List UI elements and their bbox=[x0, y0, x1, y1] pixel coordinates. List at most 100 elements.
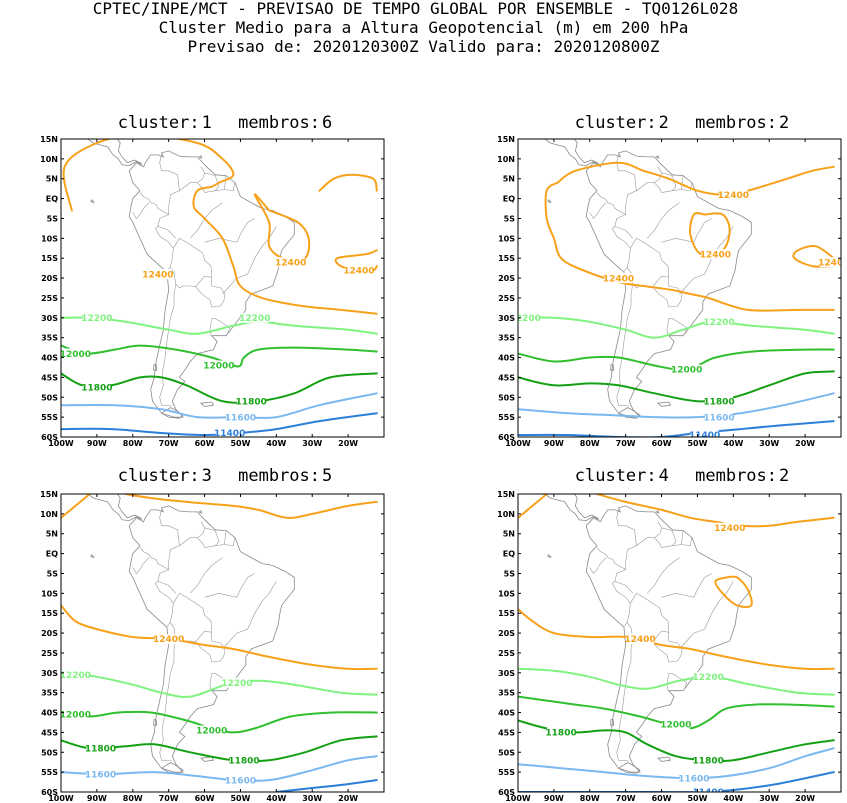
contour-label-bg bbox=[679, 773, 708, 784]
contour-label-bg bbox=[86, 743, 115, 754]
contour-label: 12000 bbox=[671, 366, 702, 376]
contour-label: 11600 bbox=[225, 413, 256, 423]
lat-label: 15N bbox=[40, 490, 58, 499]
lat-label: 20S bbox=[41, 629, 58, 638]
country-border bbox=[596, 509, 637, 571]
lon-label: 70W bbox=[159, 439, 179, 448]
country-border bbox=[159, 638, 177, 762]
country-border bbox=[204, 218, 255, 243]
lon-label: 100W bbox=[48, 794, 74, 803]
coastline-galapagos bbox=[90, 554, 95, 559]
country-border bbox=[211, 318, 231, 333]
lat-label: 40S bbox=[498, 354, 515, 363]
contour-12200 bbox=[518, 667, 835, 696]
country-border bbox=[612, 569, 631, 627]
contour-label-bg bbox=[704, 412, 733, 423]
contour-label: 12400 bbox=[603, 274, 634, 284]
lon-label: 40W bbox=[723, 794, 743, 803]
lon-label: 60W bbox=[652, 439, 672, 448]
lon-label: 80W bbox=[580, 439, 600, 448]
country-border bbox=[195, 277, 226, 308]
lat-label: 25S bbox=[41, 294, 58, 303]
country-border bbox=[681, 182, 692, 192]
lon-label: 60W bbox=[195, 794, 215, 803]
lon-label: 20W bbox=[338, 439, 358, 448]
lon-label: 40W bbox=[266, 794, 286, 803]
country-border bbox=[132, 557, 150, 575]
contour-label-bg bbox=[61, 669, 90, 680]
lat-label: 10N bbox=[497, 510, 515, 519]
cluster-number: 1 bbox=[201, 113, 212, 133]
lat-label: 55S bbox=[498, 413, 515, 422]
lat-label: 50S bbox=[41, 748, 58, 757]
country-border bbox=[195, 632, 226, 663]
header-line-1: CPTEC/INPE/MCT - PREVISAO DE TEMPO GLOBA… bbox=[92, 0, 739, 18]
lon-label: 30W bbox=[302, 794, 322, 803]
contour-label: 11600 bbox=[225, 776, 256, 786]
contour-label: 12200 bbox=[239, 314, 270, 324]
lat-label: 5N bbox=[46, 530, 58, 539]
coastline-south-america bbox=[128, 505, 295, 773]
contour-12400c bbox=[318, 173, 378, 192]
lat-label: 20S bbox=[41, 274, 58, 283]
contour-label: 11800 bbox=[545, 729, 576, 739]
lon-label: 90W bbox=[87, 794, 107, 803]
cluster-label: cluster: bbox=[574, 466, 657, 486]
country-border bbox=[672, 530, 684, 546]
contour-12400c bbox=[714, 575, 753, 608]
coastline-falklands bbox=[657, 756, 672, 762]
contour-label: 12200 bbox=[221, 679, 252, 689]
coastline-chiloe bbox=[610, 719, 615, 726]
map-frame bbox=[60, 493, 385, 793]
map-panel-cluster-4: 12400 12400 12200 12000 11800 11800 11600 11400… bbox=[497, 490, 842, 803]
contour-label: 12400 bbox=[718, 191, 749, 201]
coastline-galapagos bbox=[547, 554, 552, 559]
country-border bbox=[155, 214, 174, 272]
lon-label: 90W bbox=[87, 439, 107, 448]
header-line-3: Previsao de: 2020120300Z Valido para: 20… bbox=[187, 37, 660, 56]
lat-label: 20S bbox=[498, 274, 515, 283]
contour-label: 12400 bbox=[714, 524, 745, 534]
lat-label: 15S bbox=[498, 254, 515, 263]
contour-12400d bbox=[792, 245, 835, 268]
contour-label: 11400 bbox=[214, 429, 245, 439]
members-number: 2 bbox=[779, 113, 790, 133]
lat-label: 60S bbox=[498, 433, 515, 442]
lat-label: 10S bbox=[498, 234, 515, 243]
lat-label: 60S bbox=[41, 788, 58, 797]
lat-label: 5S bbox=[47, 569, 59, 578]
country-border bbox=[636, 521, 662, 546]
contour-label-bg bbox=[701, 249, 730, 260]
lon-label: 40W bbox=[723, 439, 743, 448]
country-border bbox=[612, 214, 631, 272]
lat-label: 40S bbox=[498, 709, 515, 718]
country-border bbox=[614, 226, 634, 239]
lat-label: 5N bbox=[503, 175, 515, 184]
members-number: 2 bbox=[779, 466, 790, 486]
contour-label-bg bbox=[204, 360, 233, 371]
lon-label: 90W bbox=[544, 794, 564, 803]
lat-label: 25S bbox=[498, 649, 515, 658]
lat-label: 15N bbox=[497, 490, 515, 499]
contour-label: 12200 bbox=[693, 673, 724, 683]
coastline-central-america-pacific bbox=[544, 139, 600, 167]
contour-label: 11800 bbox=[703, 397, 734, 407]
lat-label: 10S bbox=[498, 589, 515, 598]
country-border bbox=[139, 154, 180, 216]
country-border bbox=[614, 581, 634, 594]
coastline-falklands bbox=[200, 401, 215, 407]
coastline-central-america-pacific bbox=[87, 494, 143, 522]
country-border bbox=[189, 557, 223, 594]
contour-label: 12400 bbox=[818, 258, 847, 268]
country-border bbox=[197, 527, 220, 548]
coastline-central-america-caribbean bbox=[117, 139, 142, 164]
lon-label: 100W bbox=[505, 439, 531, 448]
contour-label-bg bbox=[197, 725, 226, 736]
lat-label: 55S bbox=[41, 413, 58, 422]
contour-label-bg bbox=[61, 348, 90, 359]
country-border bbox=[616, 283, 634, 407]
country-border bbox=[179, 166, 205, 191]
contour-label: 12400 bbox=[343, 266, 374, 276]
cluster-number: 3 bbox=[201, 466, 212, 486]
coastline-galapagos bbox=[547, 199, 552, 204]
